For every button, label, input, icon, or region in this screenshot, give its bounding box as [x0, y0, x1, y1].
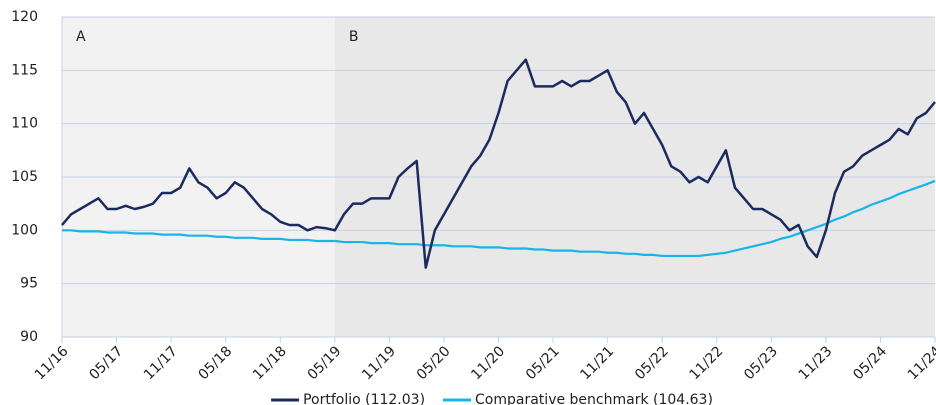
y-tick-label: 90	[20, 329, 38, 345]
legend-label: Portfolio (112.03)	[303, 392, 425, 405]
y-tick-label: 100	[11, 222, 38, 238]
region-label: B	[349, 29, 359, 45]
region-label: A	[76, 29, 86, 45]
x-tick-label: 05/17	[86, 343, 126, 383]
legend-label: Comparative benchmark (104.63)	[475, 392, 713, 405]
x-tick-label: 11/23	[796, 343, 836, 383]
y-tick-label: 95	[20, 276, 38, 292]
series-line	[62, 179, 936, 258]
x-tick-label: 05/24	[850, 343, 890, 383]
x-tick-label: 05/23	[741, 343, 781, 383]
x-tick-label: 11/18	[250, 343, 290, 383]
y-tick-label: 115	[11, 62, 38, 78]
y-tick-label: 105	[11, 169, 38, 185]
x-tick-label: 05/18	[195, 343, 235, 383]
x-tick-label: 11/16	[32, 343, 72, 383]
x-tick-label: 05/19	[305, 343, 345, 383]
y-tick-label: 110	[11, 116, 38, 132]
series-line	[61, 58, 936, 269]
x-tick-label: 11/22	[687, 343, 727, 383]
y-tick-label: 120	[11, 9, 38, 25]
x-tick-label: 11/20	[468, 343, 508, 383]
x-tick-label: 11/19	[359, 343, 399, 383]
x-tick-label: 05/21	[523, 343, 563, 383]
x-tick-label: 05/22	[632, 343, 672, 383]
x-tick-label: 11/24	[905, 343, 936, 383]
x-tick-label: 11/21	[577, 343, 617, 383]
x-tick-label: 11/17	[141, 343, 181, 383]
x-tick-label: 05/20	[414, 343, 454, 383]
